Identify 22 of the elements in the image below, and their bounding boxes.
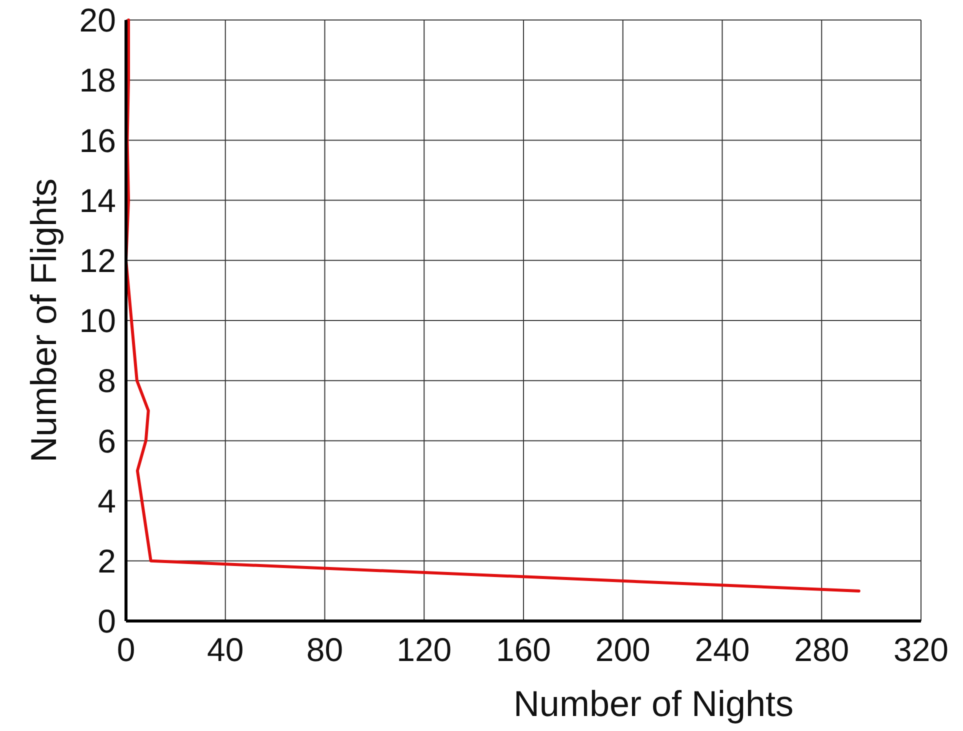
y-tick-label: 12 bbox=[79, 242, 116, 279]
x-axis-title: Number of Nights bbox=[513, 683, 794, 724]
y-tick-label: 18 bbox=[79, 62, 116, 99]
x-tick-label: 320 bbox=[893, 631, 949, 668]
x-tick-label: 240 bbox=[694, 631, 750, 668]
x-tick-label: 120 bbox=[396, 631, 452, 668]
x-tick-label: 280 bbox=[794, 631, 850, 668]
y-tick-label: 8 bbox=[98, 362, 116, 400]
y-tick-label: 14 bbox=[79, 182, 116, 219]
y-tick-label: 20 bbox=[79, 2, 116, 39]
x-tick-label: 40 bbox=[207, 631, 244, 668]
y-tick-label: 6 bbox=[98, 422, 116, 460]
x-tick-label: 200 bbox=[595, 631, 650, 668]
y-tick-label: 10 bbox=[79, 302, 116, 340]
y-tick-label: 4 bbox=[98, 482, 116, 520]
y-tick-label: 2 bbox=[98, 542, 116, 580]
x-tick-label: 80 bbox=[306, 631, 344, 668]
y-axis-title: Number of Flights bbox=[23, 178, 64, 463]
line-series bbox=[124, 18, 860, 592]
y-tick-label: 16 bbox=[79, 122, 116, 159]
x-tick-label: 160 bbox=[496, 631, 552, 668]
y-tick-label: 0 bbox=[98, 602, 116, 640]
